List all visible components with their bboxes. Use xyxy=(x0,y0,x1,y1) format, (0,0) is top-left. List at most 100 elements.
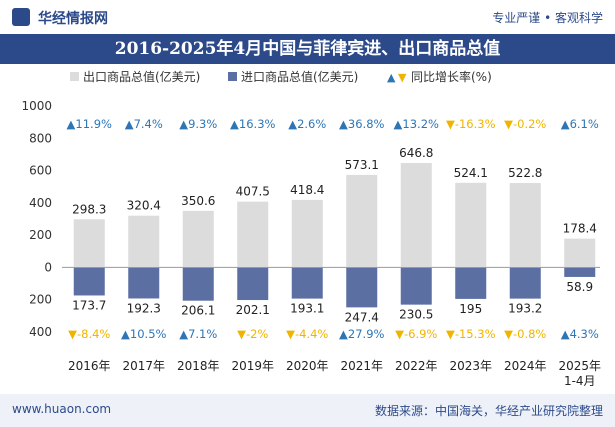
export-growth-label: ▼-0.2% xyxy=(504,117,546,131)
export-value-label: 178.4 xyxy=(563,222,597,236)
import-growth-value: -0.8% xyxy=(513,327,546,341)
export-bar xyxy=(237,201,269,268)
down-triangle-icon: ▼ xyxy=(504,327,513,341)
import-bar xyxy=(509,267,541,299)
legend-import-swatch xyxy=(228,72,237,81)
legend-down-icon: ▼ xyxy=(398,71,407,84)
export-growth-label: ▲2.6% xyxy=(288,117,326,131)
data-labels: 298.3173.7▲11.9%▼-8.4%2016年320.4192.3▲7.… xyxy=(67,117,601,388)
legend-up-icon: ▲ xyxy=(387,71,396,84)
export-growth-value: 13.2% xyxy=(402,117,439,131)
export-growth-value: 6.1% xyxy=(570,117,599,131)
export-bar xyxy=(291,199,323,268)
import-growth-value: 27.9% xyxy=(348,327,385,341)
import-bar xyxy=(182,267,214,301)
logo-text: 华经情报网 xyxy=(38,11,108,27)
export-growth-value: 2.6% xyxy=(297,117,326,131)
export-growth-value: 9.3% xyxy=(188,117,217,131)
import-growth-label: ▲10.5% xyxy=(121,327,166,341)
import-growth-label: ▼-15.3% xyxy=(446,327,496,341)
bars xyxy=(73,163,596,308)
export-growth-label: ▲7.4% xyxy=(125,117,163,131)
x-tick-label: 2024年 xyxy=(504,359,547,373)
export-value-label: 407.5 xyxy=(236,185,270,199)
y-tick-label: 400 xyxy=(29,325,52,339)
import-bar xyxy=(73,267,105,296)
footer-bar xyxy=(0,394,615,427)
import-growth-value: -15.3% xyxy=(455,327,496,341)
import-value-label: 192.3 xyxy=(127,301,161,315)
export-value-label: 320.4 xyxy=(127,199,161,213)
chart-area: 出口商品总值(亿美元) 进口商品总值(亿美元) ▲ ▼ 同比增长率(%) 100… xyxy=(21,69,601,388)
import-growth-value: -4.4% xyxy=(295,327,328,341)
title-bar xyxy=(0,34,615,64)
legend-growth-label: 同比增长率(%) xyxy=(411,69,492,84)
footer-url: www.huaon.com xyxy=(12,402,112,416)
import-value-label: 202.1 xyxy=(236,303,270,317)
import-value-label: 58.9 xyxy=(566,280,593,294)
y-tick-label: 400 xyxy=(29,196,52,210)
export-growth-label: ▲13.2% xyxy=(394,117,439,131)
export-value-label: 350.6 xyxy=(181,194,215,208)
import-bar xyxy=(455,267,487,299)
down-triangle-icon: ▼ xyxy=(504,117,513,131)
legend-export-swatch xyxy=(70,72,79,81)
x-tick-label: 2021年 xyxy=(340,359,383,373)
import-bar xyxy=(237,267,269,301)
top-bar xyxy=(0,0,615,34)
import-value-label: 195 xyxy=(459,302,482,316)
export-growth-label: ▼-16.3% xyxy=(446,117,496,131)
y-tick-label: 600 xyxy=(29,164,52,178)
export-value-label: 573.1 xyxy=(345,158,379,172)
x-tick-label: 2022年 xyxy=(395,359,438,373)
down-triangle-icon: ▼ xyxy=(68,327,77,341)
down-triangle-icon: ▼ xyxy=(446,117,455,131)
x-tick-label: 2020年 xyxy=(286,359,329,373)
y-tick-label: 200 xyxy=(29,293,52,307)
x-tick-label: 2016年 xyxy=(68,359,111,373)
up-triangle-icon: ▲ xyxy=(288,117,297,131)
export-growth-label: ▲9.3% xyxy=(179,117,217,131)
export-bar xyxy=(564,238,596,268)
export-value-label: 524.1 xyxy=(454,166,488,180)
import-growth-label: ▼-6.9% xyxy=(395,327,437,341)
export-bar xyxy=(509,183,541,268)
down-triangle-icon: ▼ xyxy=(395,327,404,341)
import-bar xyxy=(128,267,160,299)
y-tick-label: 200 xyxy=(29,228,52,242)
up-triangle-icon: ▲ xyxy=(125,117,134,131)
export-bar xyxy=(400,163,432,268)
import-bar xyxy=(291,267,323,299)
import-growth-label: ▼-2% xyxy=(237,327,268,341)
x-tick-label: 2019年 xyxy=(231,359,274,373)
export-bar xyxy=(455,182,487,268)
import-growth-label: ▲7.1% xyxy=(179,327,217,341)
up-triangle-icon: ▲ xyxy=(561,327,570,341)
export-value-label: 298.3 xyxy=(72,202,106,216)
import-value-label: 193.1 xyxy=(290,302,324,316)
footer-source: 数据来源：中国海关，华经产业研究院整理 xyxy=(374,404,603,418)
export-growth-label: ▲11.9% xyxy=(67,117,112,131)
import-value-label: 193.2 xyxy=(508,302,542,316)
export-growth-value: 7.4% xyxy=(134,117,163,131)
up-triangle-icon: ▲ xyxy=(561,117,570,131)
legend-export-label: 出口商品总值(亿美元) xyxy=(83,69,200,84)
logo-icon xyxy=(12,8,30,26)
import-bar xyxy=(400,267,432,305)
x-tick-label: 2023年 xyxy=(449,359,492,373)
chart-title: 2016-2025年4月中国与菲律宾进、出口商品总值 xyxy=(114,39,501,59)
export-bar xyxy=(182,210,214,268)
export-growth-value: -16.3% xyxy=(455,117,496,131)
legend: 出口商品总值(亿美元) 进口商品总值(亿美元) ▲ ▼ 同比增长率(%) xyxy=(70,69,492,84)
export-growth-label: ▲6.1% xyxy=(561,117,599,131)
import-value-label: 173.7 xyxy=(72,298,106,312)
up-triangle-icon: ▲ xyxy=(394,117,403,131)
import-growth-value: -2% xyxy=(246,327,268,341)
import-growth-value: -8.4% xyxy=(77,327,110,341)
up-triangle-icon: ▲ xyxy=(339,327,348,341)
x-tick-label: 2017年 xyxy=(122,359,165,373)
export-bar xyxy=(73,219,105,268)
import-growth-value: 10.5% xyxy=(130,327,167,341)
import-bar xyxy=(346,267,378,308)
export-growth-value: -0.2% xyxy=(513,117,546,131)
